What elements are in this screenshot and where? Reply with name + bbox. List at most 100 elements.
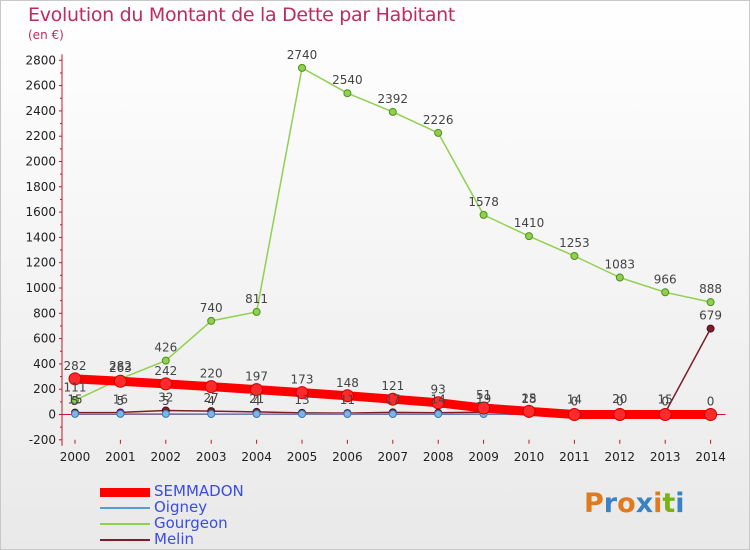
y-tick-label: 1600 (25, 205, 56, 219)
data-label-semmadon: 0 (661, 395, 669, 409)
data-point-semmadon (340, 389, 354, 403)
data-label-melin: 17 (385, 392, 400, 406)
y-tick-label: 400 (33, 357, 56, 371)
data-point-semmadon (613, 408, 627, 421)
data-point-oigney (207, 409, 216, 418)
data-label-melin: 21 (249, 392, 264, 406)
logo-letter: P (584, 488, 604, 519)
data-label-semmadon: 0 (707, 395, 715, 409)
data-point-semmadon (113, 374, 127, 388)
x-tick-label: 2000 (60, 450, 91, 464)
data-point-gourgeon (71, 396, 79, 405)
data-label-semmadon: 121 (381, 379, 404, 393)
data-label-semmadon: 0 (616, 395, 624, 409)
data-point-semmadon (431, 396, 445, 410)
y-tick-label: 200 (33, 382, 56, 396)
data-label-semmadon: 220 (200, 367, 223, 381)
x-tick-label: 2011 (559, 450, 590, 464)
data-point-gourgeon (706, 298, 715, 307)
data-label-gourgeon: 111 (64, 380, 87, 394)
data-point-oigney (388, 409, 397, 418)
data-label-melin: 679 (699, 309, 722, 323)
y-tick-label: 600 (33, 332, 56, 346)
logo-letter: x (635, 488, 654, 519)
data-label-melin: 13 (294, 393, 309, 407)
data-label-oigney: 4 (207, 394, 215, 408)
data-point-gourgeon (161, 356, 170, 365)
data-point-semmadon (250, 383, 264, 397)
data-point-oigney (252, 409, 261, 418)
data-point-gourgeon (252, 307, 261, 316)
data-label-melin: 15 (658, 393, 673, 407)
legend-swatch (100, 487, 150, 497)
data-label-melin: 27 (204, 391, 219, 405)
data-label-semmadon: 263 (109, 361, 132, 375)
data-label-melin: 11 (340, 393, 355, 407)
data-label-gourgeon: 1410 (514, 216, 545, 230)
data-point-gourgeon (388, 107, 397, 116)
y-tick-label: 2800 (25, 53, 56, 67)
data-label-gourgeon: 2540 (332, 73, 363, 87)
data-label-oigney: 4 (253, 394, 261, 408)
x-tick-label: 2005 (287, 450, 318, 464)
x-tick-label: 2010 (514, 450, 545, 464)
data-label-melin: 14 (431, 393, 446, 407)
data-label-oigney: 5 (71, 394, 79, 408)
chart-title: Evolution du Montant de la Dette par Hab… (28, 4, 456, 26)
data-label-gourgeon: 1578 (468, 195, 499, 209)
legend-label: Gourgeon (154, 514, 228, 532)
legend-swatch (100, 523, 150, 525)
x-tick-label: 2003 (196, 450, 227, 464)
data-label-gourgeon: 426 (154, 341, 177, 355)
data-point-gourgeon (298, 63, 306, 72)
legend-swatch (100, 539, 150, 541)
legend-label: Oigney (154, 498, 208, 516)
data-label-semmadon: 148 (336, 376, 359, 390)
data-point-gourgeon (207, 316, 216, 325)
legend-label: SEMMADON (154, 482, 244, 500)
data-point-gourgeon (661, 288, 670, 297)
y-tick-label: 1800 (25, 180, 56, 194)
data-label-gourgeon: 2740 (287, 48, 318, 62)
data-label-melin: 20 (612, 392, 627, 406)
data-point-semmadon (704, 408, 718, 421)
data-label-semmadon: 173 (291, 373, 314, 387)
x-tick-label: 2001 (105, 450, 136, 464)
data-label-gourgeon: 1253 (559, 236, 590, 250)
data-point-oigney (298, 409, 306, 418)
data-point-gourgeon (434, 128, 443, 137)
y-tick-label: 2600 (25, 79, 56, 93)
y-tick-label: 2200 (25, 129, 56, 143)
data-label-oigney: 5 (117, 394, 125, 408)
data-label-semmadon: 93 (431, 383, 446, 397)
y-tick-label: 2000 (25, 155, 56, 169)
legend-label: Melin (154, 530, 195, 548)
data-label-semmadon: 197 (245, 370, 268, 384)
data-label-semmadon: 51 (476, 388, 491, 402)
data-point-gourgeon (525, 232, 533, 241)
x-tick-label: 2014 (695, 450, 726, 464)
logo-letter: o (617, 488, 636, 519)
logo-letter: i (675, 488, 685, 519)
data-point-gourgeon (615, 273, 624, 282)
data-point-gourgeon (343, 89, 352, 98)
data-point-semmadon (477, 401, 491, 415)
data-point-semmadon (567, 408, 581, 421)
data-point-semmadon (386, 392, 400, 406)
data-point-semmadon (295, 386, 309, 400)
data-label-semmadon: 242 (154, 364, 177, 378)
proxiti-logo: Proxiti (584, 488, 685, 519)
data-point-semmadon (68, 372, 82, 386)
x-tick-label: 2009 (468, 450, 499, 464)
x-tick-label: 2013 (650, 450, 681, 464)
y-tick-label: 1000 (25, 281, 56, 295)
data-label-gourgeon: 811 (245, 292, 268, 306)
y-tick-label: 2400 (25, 104, 56, 118)
y-tick-label: 0 (48, 408, 56, 422)
data-point-oigney (343, 409, 352, 418)
x-tick-label: 2012 (605, 450, 636, 464)
data-point-melin (706, 324, 715, 333)
data-label-gourgeon: 1083 (605, 258, 636, 272)
